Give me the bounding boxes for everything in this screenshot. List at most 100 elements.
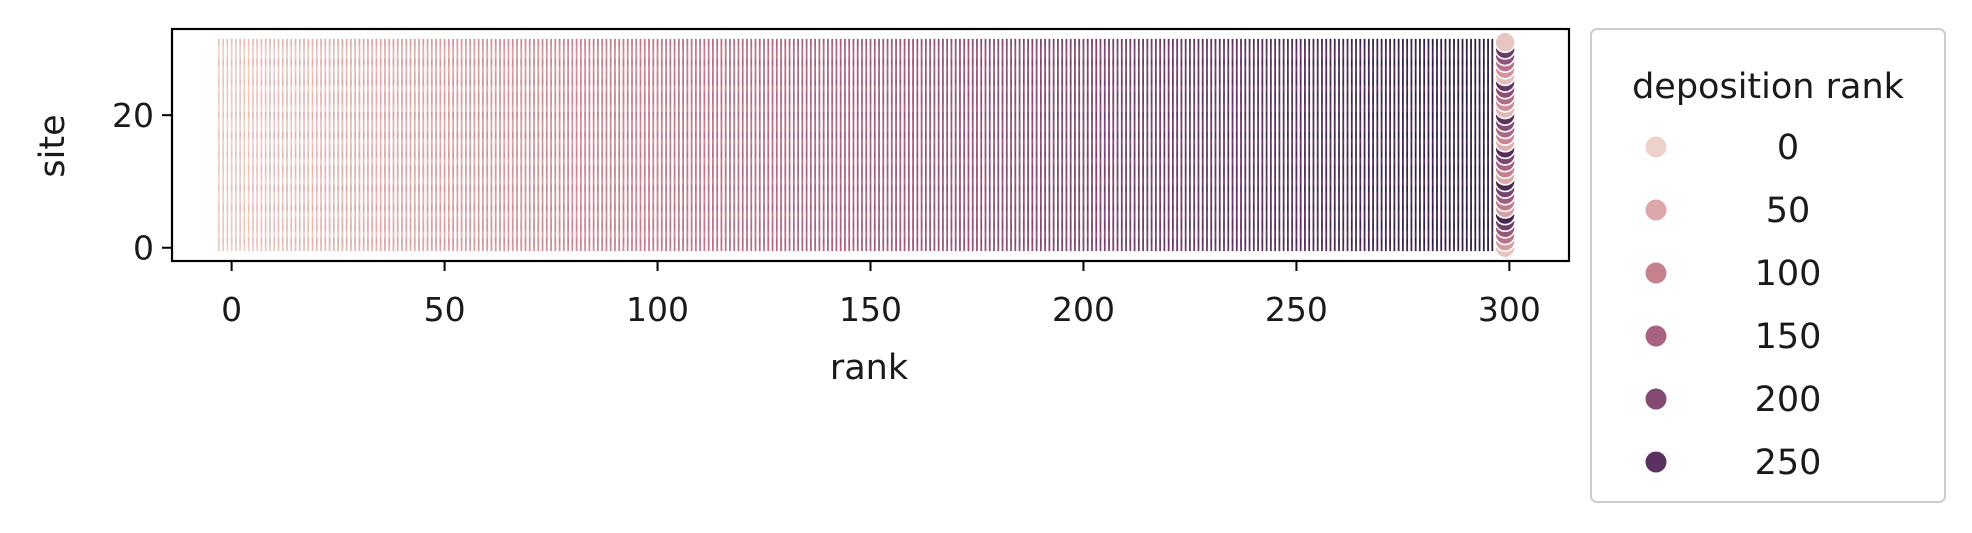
data-point <box>1376 237 1379 245</box>
data-point <box>575 164 578 172</box>
data-point <box>469 224 472 232</box>
data-point <box>1005 144 1008 152</box>
data-point <box>997 164 1000 172</box>
data-point <box>895 217 897 225</box>
data-point <box>252 158 254 165</box>
data-point <box>311 164 314 172</box>
data-point <box>831 171 834 179</box>
data-point <box>788 217 791 225</box>
data-point <box>635 171 638 179</box>
data-point <box>528 217 531 225</box>
data-point <box>349 164 352 172</box>
data-point <box>379 244 382 252</box>
data-point <box>579 151 582 159</box>
data-point <box>222 151 225 159</box>
data-point <box>916 178 919 185</box>
data-point <box>1193 191 1196 199</box>
data-point <box>1103 197 1106 205</box>
data-point <box>822 197 825 205</box>
data-point <box>396 171 399 179</box>
data-point <box>477 204 480 212</box>
data-point <box>886 178 889 185</box>
data-point <box>541 184 544 192</box>
data-point <box>247 178 250 185</box>
data-point <box>1431 171 1434 179</box>
data-point <box>1108 197 1110 205</box>
data-point <box>1129 171 1132 179</box>
data-point <box>733 204 736 212</box>
data-point <box>1457 224 1460 232</box>
data-point <box>1091 224 1093 232</box>
data-point <box>1393 184 1396 192</box>
data-point <box>524 144 527 152</box>
data-point <box>516 224 518 232</box>
data-point <box>690 191 693 199</box>
data-point <box>1419 191 1421 199</box>
data-point <box>341 178 344 185</box>
data-point <box>307 138 310 146</box>
data-point <box>729 211 731 218</box>
data-point <box>1176 158 1179 165</box>
data-point <box>792 144 795 152</box>
data-point <box>571 184 574 192</box>
data-point <box>997 151 1000 159</box>
data-point <box>1044 158 1047 165</box>
data-point <box>1282 191 1285 199</box>
data-point <box>703 211 706 218</box>
data-point <box>269 237 271 245</box>
data-point <box>1078 237 1081 245</box>
data-point <box>1350 184 1353 192</box>
data-point <box>320 184 322 192</box>
data-point <box>605 164 608 172</box>
data-point <box>601 217 604 225</box>
data-point <box>1380 217 1383 225</box>
data-point <box>1461 237 1464 245</box>
data-point <box>1031 211 1034 218</box>
data-point <box>988 191 991 199</box>
data-point <box>1206 237 1208 245</box>
data-point <box>682 211 684 218</box>
data-point <box>1218 224 1221 232</box>
data-point <box>699 237 702 245</box>
data-point <box>575 138 578 146</box>
data-point <box>869 144 872 152</box>
data-point <box>707 178 710 185</box>
data-point <box>1108 244 1110 252</box>
data-point <box>792 151 795 159</box>
data-point <box>1321 191 1323 199</box>
data-point <box>541 178 544 185</box>
data-point <box>1116 197 1119 205</box>
data-point <box>1299 164 1302 172</box>
data-point <box>1142 178 1144 185</box>
data-point <box>311 237 314 245</box>
data-point <box>660 244 663 252</box>
data-point <box>1218 164 1221 172</box>
data-point <box>993 244 995 252</box>
data-point <box>260 178 263 185</box>
data-point <box>597 204 599 212</box>
data-point <box>1074 151 1076 159</box>
data-point <box>1039 158 1042 165</box>
data-point <box>354 197 357 205</box>
data-point <box>988 217 991 225</box>
data-point <box>1180 164 1183 172</box>
data-point <box>1478 217 1481 225</box>
data-point <box>345 197 348 205</box>
data-point <box>1342 164 1345 172</box>
data-point <box>524 191 527 199</box>
data-point <box>1095 237 1098 245</box>
data-point <box>1240 164 1242 172</box>
data-point <box>993 144 995 152</box>
data-point <box>503 204 506 212</box>
data-point <box>579 197 582 205</box>
data-point <box>788 178 791 185</box>
data-point <box>699 231 702 238</box>
data-point <box>856 158 859 165</box>
data-point <box>486 204 489 212</box>
data-point <box>371 211 374 218</box>
data-point <box>1436 184 1438 192</box>
data-point <box>384 191 386 199</box>
data-point <box>1389 151 1392 159</box>
data-point <box>839 151 842 159</box>
data-point <box>435 178 437 185</box>
